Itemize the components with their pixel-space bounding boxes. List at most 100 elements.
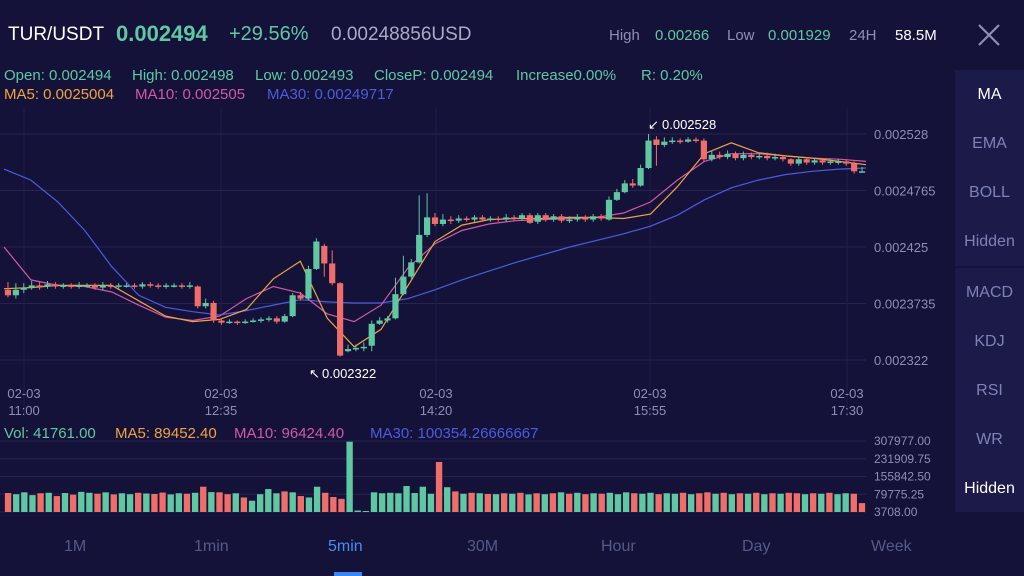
volume-bar: [403, 486, 410, 512]
candle-body: [20, 287, 27, 290]
candle: [115, 283, 122, 289]
volume-bar: [809, 493, 817, 512]
candle: [447, 216, 454, 224]
candle-body: [424, 217, 431, 235]
indicator-wr[interactable]: WR: [976, 431, 1003, 448]
volume-bar: [834, 494, 841, 512]
candle-body: [621, 183, 628, 193]
candle-body: [653, 139, 660, 145]
candle: [835, 159, 842, 165]
tab-week[interactable]: Week: [871, 538, 912, 555]
tab-5min[interactable]: 5min: [328, 538, 363, 555]
pair-name: TUR/USDT: [8, 24, 105, 45]
candle-body: [439, 219, 446, 224]
candle: [645, 134, 652, 170]
indicator-main-hidden[interactable]: Hidden: [964, 233, 1015, 250]
ma-lines: [3, 142, 867, 348]
tab-hour[interactable]: Hour: [601, 538, 636, 555]
volume-bar: [452, 491, 459, 512]
candle: [218, 318, 225, 325]
candle: [60, 283, 67, 289]
candle: [740, 151, 747, 161]
candle-body: [748, 154, 755, 158]
indicator-boll[interactable]: BOLL: [969, 184, 1010, 201]
candle-body: [597, 216, 605, 219]
tab-1min[interactable]: 1min: [194, 538, 229, 555]
volume-bar: [240, 497, 248, 512]
volume-bar: [728, 494, 735, 512]
volume-bar: [761, 494, 768, 512]
volume-bar: [712, 493, 719, 512]
close-readout: CloseP: 0.002494: [374, 67, 494, 84]
candle: [550, 214, 557, 222]
candle: [700, 138, 707, 162]
candle: [305, 265, 312, 300]
indicator-sub-hidden[interactable]: Hidden: [964, 480, 1015, 497]
candle: [732, 151, 739, 161]
indicator-macd[interactable]: MACD: [965, 284, 1014, 301]
tab-30m[interactable]: 30M: [467, 538, 499, 555]
price-tick-label: 0.002425: [874, 240, 928, 255]
candle: [779, 154, 787, 162]
candle-body: [250, 320, 257, 323]
candle-body: [297, 295, 304, 299]
candle-body: [91, 285, 99, 288]
candle: [91, 283, 99, 290]
volume-bar: [574, 492, 581, 512]
candle: [748, 152, 755, 160]
close-button[interactable]: [974, 18, 1004, 52]
tab-day[interactable]: Day: [742, 538, 771, 555]
candle-body: [337, 283, 344, 356]
volume-bar: [370, 492, 378, 512]
candle: [368, 320, 375, 352]
volume-bar: [175, 493, 183, 512]
candle-body: [795, 159, 802, 164]
volume-bar: [216, 492, 223, 512]
volume-bar: [110, 494, 117, 512]
candle: [684, 137, 692, 143]
indicator-ma[interactable]: MA: [977, 86, 1002, 103]
volume-bar: [167, 494, 174, 512]
volume-bar: [37, 493, 44, 512]
volume-bar: [224, 494, 231, 512]
tab-1m[interactable]: 1M: [64, 538, 87, 555]
candle-body: [368, 323, 375, 346]
candle-body: [542, 215, 549, 220]
candle: [716, 151, 723, 160]
candle: [155, 283, 162, 289]
high-label: High: [609, 27, 640, 44]
candle: [787, 158, 794, 166]
candle: [83, 283, 91, 288]
candle-body: [558, 216, 565, 221]
candle-body: [447, 219, 454, 222]
candle-body: [265, 318, 273, 320]
candle: [692, 137, 700, 143]
candle-body: [431, 217, 439, 224]
candle-body: [526, 215, 533, 223]
indicator-ema[interactable]: EMA: [972, 135, 1007, 152]
candle-body: [827, 161, 834, 163]
volume-bar: [590, 493, 597, 512]
volume-bar: [427, 493, 435, 512]
candle-body: [708, 154, 715, 160]
indicator-rsi[interactable]: RSI: [976, 382, 1003, 399]
candle-body: [835, 161, 842, 163]
candle-body: [384, 318, 391, 321]
volume-tick-label: 307977.00: [874, 434, 931, 448]
volume-bar: [45, 492, 52, 512]
candle: [771, 153, 779, 161]
volume-bar: [338, 498, 345, 512]
volume-bar: [281, 491, 288, 512]
candle: [629, 178, 636, 188]
candle-body: [83, 285, 91, 287]
indicator-kdj[interactable]: KDJ: [974, 333, 1005, 350]
volume-bar: [679, 492, 687, 512]
volume-bar: [541, 494, 548, 512]
volume-bar: [151, 493, 158, 512]
candle: [605, 196, 613, 221]
candle-body: [677, 140, 684, 143]
kline-chart[interactable]: 0.002528 0.0024765 0.002425 0.0023735 0.0023…: [0, 0, 955, 530]
candle-body: [803, 159, 810, 163]
volume-bar: [362, 510, 370, 512]
time-label-time: 11:00: [8, 403, 40, 418]
